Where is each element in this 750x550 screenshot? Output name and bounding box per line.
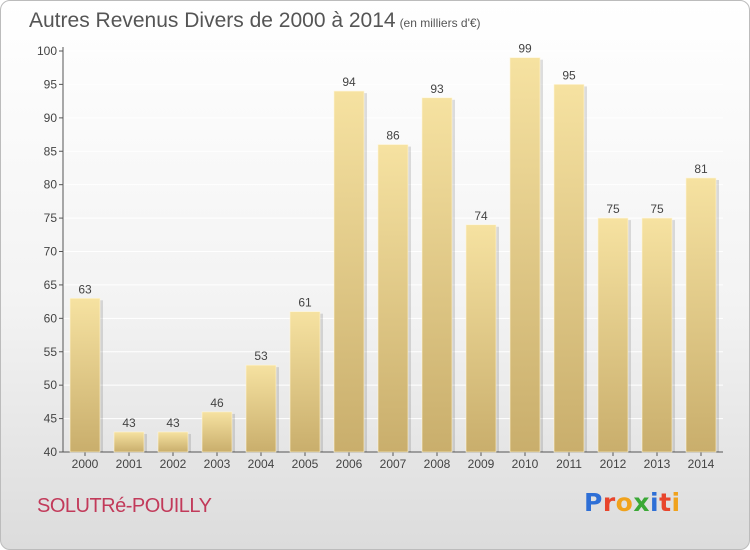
data-label: 63 (78, 282, 92, 296)
bars (69, 57, 719, 453)
data-label: 75 (650, 202, 664, 216)
logo-letter: i (671, 488, 681, 517)
bar (157, 431, 189, 453)
y-tick-label: 65 (44, 278, 58, 292)
bar (597, 217, 629, 453)
bar (245, 364, 277, 453)
x-tick-label: 2006 (336, 457, 363, 471)
data-labels: 63 43 43 46 53 61 94 86 93 74 99 95 75 75 81 (78, 42, 708, 430)
x-tick-label: 2001 (116, 457, 143, 471)
y-tick-label: 45 (44, 412, 58, 426)
x-tick-label: 2010 (512, 457, 539, 471)
x-tick-label: 2002 (160, 457, 187, 471)
y-tick-label: 90 (44, 111, 58, 125)
bar-chart: 40 45 50 55 60 65 70 75 80 85 90 95 100 2000 2001 2002 2… (37, 42, 723, 471)
logo-letter: r (602, 488, 616, 517)
bar (641, 217, 673, 453)
x-tick-label: 2008 (424, 457, 451, 471)
bar (113, 431, 145, 453)
proxiti-logo[interactable]: Proxiti (584, 488, 681, 517)
data-label: 93 (430, 82, 444, 96)
bar (333, 90, 365, 453)
x-tick-label: 2011 (556, 457, 582, 471)
logo-letter: P (584, 488, 603, 517)
x-tick-label: 2009 (468, 457, 495, 471)
x-tick-label: 2012 (600, 457, 627, 471)
bar (421, 97, 453, 453)
y-tick-label: 70 (44, 245, 58, 259)
logo-letter: o (615, 488, 634, 517)
y-tick-label: 40 (44, 445, 58, 459)
bar (685, 177, 717, 453)
axes: 40 45 50 55 60 65 70 75 80 85 90 95 100 2000 2001 2002 2… (37, 44, 723, 471)
y-tick-label: 100 (37, 44, 57, 58)
data-label: 46 (210, 396, 224, 410)
logo-letter: x (633, 488, 650, 517)
x-tick-label: 2013 (644, 457, 671, 471)
chart-title: Autres Revenus Divers de 2000 à 2014 (en … (29, 9, 481, 33)
bar (69, 297, 101, 453)
y-tick-label: 50 (44, 378, 58, 392)
y-tick-label: 80 (44, 178, 58, 192)
data-label: 43 (122, 416, 136, 430)
y-tick-label: 75 (44, 211, 58, 225)
data-label: 95 (562, 68, 576, 82)
y-tick-label: 55 (44, 345, 58, 359)
commune-name: SOLUTRé-POUILLY (37, 495, 212, 517)
data-label: 75 (606, 202, 620, 216)
y-tick-label: 60 (44, 311, 58, 325)
bar (465, 224, 497, 453)
chart-title-unit: (en milliers d'€) (399, 16, 481, 30)
y-tick-label: 95 (44, 77, 58, 91)
data-label: 43 (166, 416, 180, 430)
x-tick-label: 2014 (688, 457, 715, 471)
bar (201, 411, 233, 453)
data-label: 81 (694, 162, 708, 176)
x-tick-label: 2004 (248, 457, 275, 471)
data-label: 94 (342, 75, 356, 89)
x-tick-label: 2005 (292, 457, 319, 471)
y-tick-label: 85 (44, 144, 58, 158)
x-tick-label: 2000 (72, 457, 99, 471)
logo-letter: t (659, 488, 672, 517)
logo-letter: i (650, 488, 660, 517)
bar (509, 57, 541, 453)
chart-title-text: Autres Revenus Divers de 2000 à 2014 (29, 9, 396, 32)
x-tick-label: 2007 (380, 457, 407, 471)
bar (289, 311, 321, 453)
x-tick-label: 2003 (204, 457, 231, 471)
data-label: 61 (298, 296, 312, 310)
bar (377, 144, 409, 453)
data-label: 86 (386, 129, 400, 143)
data-label: 74 (474, 209, 488, 223)
data-label: 53 (254, 349, 268, 363)
data-label: 99 (518, 42, 532, 56)
bar (553, 84, 585, 453)
